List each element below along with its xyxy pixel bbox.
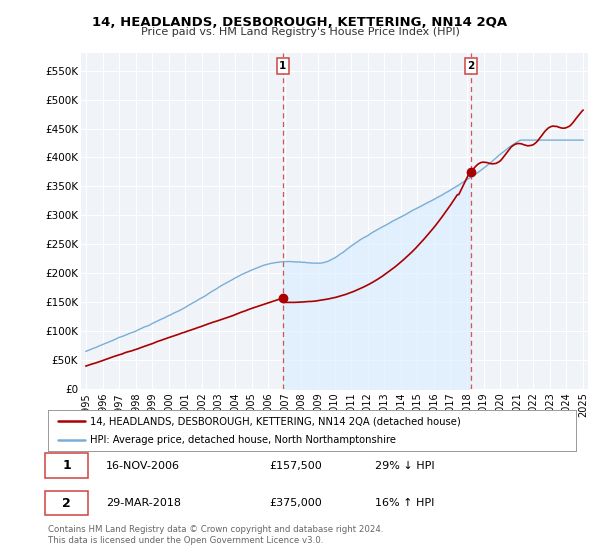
Text: 2: 2	[62, 497, 71, 510]
Text: 16% ↑ HPI: 16% ↑ HPI	[376, 498, 435, 508]
Text: Price paid vs. HM Land Registry's House Price Index (HPI): Price paid vs. HM Land Registry's House …	[140, 27, 460, 37]
FancyBboxPatch shape	[46, 491, 88, 515]
Text: £157,500: £157,500	[270, 461, 323, 471]
FancyBboxPatch shape	[46, 454, 88, 478]
Text: Contains HM Land Registry data © Crown copyright and database right 2024.
This d: Contains HM Land Registry data © Crown c…	[48, 525, 383, 545]
Text: 16-NOV-2006: 16-NOV-2006	[106, 461, 180, 471]
Text: 1: 1	[62, 459, 71, 473]
Text: 1: 1	[279, 61, 286, 71]
Text: 2: 2	[467, 61, 475, 71]
Text: 14, HEADLANDS, DESBOROUGH, KETTERING, NN14 2QA (detached house): 14, HEADLANDS, DESBOROUGH, KETTERING, NN…	[90, 417, 461, 426]
Text: 29-MAR-2018: 29-MAR-2018	[106, 498, 181, 508]
Text: HPI: Average price, detached house, North Northamptonshire: HPI: Average price, detached house, Nort…	[90, 435, 396, 445]
Text: £375,000: £375,000	[270, 498, 323, 508]
Text: 29% ↓ HPI: 29% ↓ HPI	[376, 461, 435, 471]
Text: 14, HEADLANDS, DESBOROUGH, KETTERING, NN14 2QA: 14, HEADLANDS, DESBOROUGH, KETTERING, NN…	[92, 16, 508, 29]
